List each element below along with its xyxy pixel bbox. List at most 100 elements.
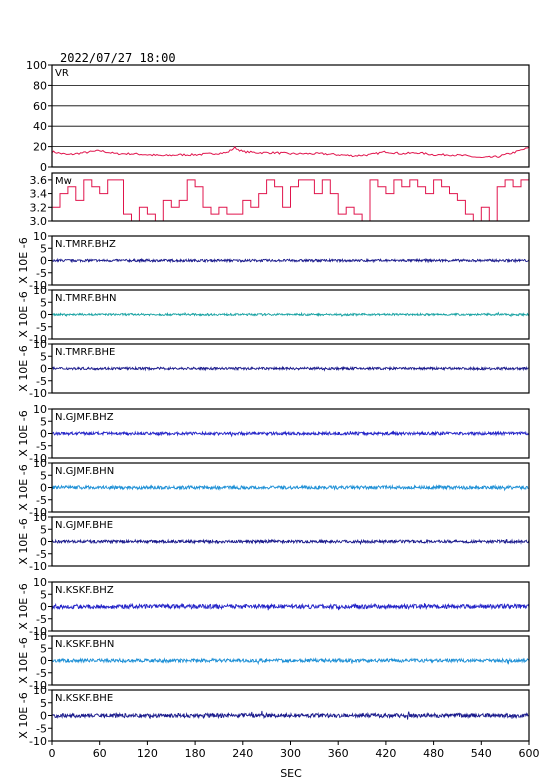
y-tick-label: 0 xyxy=(40,363,47,376)
series-line xyxy=(52,179,529,222)
y-tick-label: 0 xyxy=(40,428,47,441)
y-tick-label: 3.2 xyxy=(30,201,48,214)
y-tick-label: 5 xyxy=(40,242,47,255)
x-tick-label: 0 xyxy=(49,747,56,760)
y-tick-label: 0 xyxy=(40,161,47,174)
y-tick-label: 3.6 xyxy=(30,174,48,187)
y-tick-label: 5 xyxy=(40,697,47,710)
y-unit-label: X 10E -6 xyxy=(17,692,30,738)
series-line xyxy=(51,430,530,438)
series-line xyxy=(51,538,530,546)
x-axis: 0 60 120 180 240 300 360 420 480 540 600 xyxy=(49,741,540,760)
y-tick-label: -10 xyxy=(29,387,47,400)
series-line xyxy=(51,145,530,159)
panel-label: N.KSKF.BHE xyxy=(55,693,113,704)
x-tick-label: 360 xyxy=(328,747,349,760)
y-tick-label: -5 xyxy=(36,375,47,388)
y-unit-label: X 10E -6 xyxy=(17,410,30,456)
y-unit-label: X 10E -6 xyxy=(17,345,30,391)
y-tick-label: 5 xyxy=(40,588,47,601)
panel-label: N.GJMF.BHE xyxy=(55,520,113,531)
series-line xyxy=(51,602,530,611)
y-tick-label: -5 xyxy=(36,667,47,680)
y-tick-label: 0 xyxy=(40,536,47,549)
y-tick-label: 0 xyxy=(40,482,47,495)
panel-label: N.KSKF.BHZ xyxy=(55,585,114,596)
x-tick-label: 420 xyxy=(375,747,396,760)
panel-mw: 3.03.23.43.6 Mw xyxy=(30,172,530,228)
y-tick-label: -5 xyxy=(36,722,47,735)
panel-label: N.GJMF.BHN xyxy=(55,466,114,477)
y-unit-label: X 10E -6 xyxy=(17,464,30,510)
datetime-title: 2022/07/27 18:00 xyxy=(60,51,176,65)
y-unit-label: X 10E -6 xyxy=(17,637,30,683)
series-line xyxy=(51,484,530,492)
y-unit-label: X 10E -6 xyxy=(17,583,30,629)
x-tick-label: 300 xyxy=(280,747,301,760)
series-line xyxy=(51,257,530,264)
plot-frame xyxy=(51,64,530,168)
y-tick-label: 0 xyxy=(40,255,47,268)
x-axis-label: SEC xyxy=(280,767,302,780)
series-line xyxy=(51,657,530,666)
y-tick-label: -10 xyxy=(29,506,47,519)
panel-label: N.TMRF.BHE xyxy=(55,347,115,358)
y-tick-label: 10 xyxy=(33,457,47,470)
panel-label: N.TMRF.BHZ xyxy=(55,239,116,250)
y-tick-label: 10 xyxy=(33,576,47,589)
y-tick-label: 0 xyxy=(40,710,47,723)
y-tick-label: 5 xyxy=(40,523,47,536)
y-unit-label: X 10E -6 xyxy=(17,518,30,564)
y-tick-label: 10 xyxy=(33,403,47,416)
y-tick-label: 10 xyxy=(33,338,47,351)
y-tick-label: -10 xyxy=(29,279,47,292)
y-tick-label: 5 xyxy=(40,296,47,309)
y-tick-label: 10 xyxy=(33,630,47,643)
y-tick-label: 10 xyxy=(33,284,47,297)
y-tick-label: 10 xyxy=(33,684,47,697)
y-tick-label: 0 xyxy=(40,655,47,668)
y-tick-label: 10 xyxy=(33,511,47,524)
y-tick-label: -5 xyxy=(36,440,47,453)
y-tick-label: 3.0 xyxy=(30,215,48,228)
y-tick-label: 80 xyxy=(33,79,47,92)
panel-label: N.TMRF.BHN xyxy=(55,293,117,304)
y-unit-label: X 10E -6 xyxy=(17,237,30,283)
y-tick-label: -10 xyxy=(29,625,47,638)
y-tick-label: 5 xyxy=(40,415,47,428)
series-line xyxy=(51,365,530,372)
x-tick-label: 480 xyxy=(423,747,444,760)
y-tick-label: 0 xyxy=(40,309,47,322)
panel-label: Mw xyxy=(55,176,72,187)
series-line xyxy=(51,710,530,720)
y-tick-label: -10 xyxy=(29,333,47,346)
y-tick-label: 5 xyxy=(40,642,47,655)
panel-label: N.GJMF.BHZ xyxy=(55,412,114,423)
y-tick-label: 10 xyxy=(33,230,47,243)
y-tick-label: -10 xyxy=(29,560,47,573)
y-tick-label: 20 xyxy=(33,141,47,154)
plot-frame xyxy=(51,172,530,222)
y-tick-label: -10 xyxy=(29,679,47,692)
y-tick-label: -10 xyxy=(29,735,47,748)
x-tick-label: 600 xyxy=(519,747,540,760)
y-tick-label: 60 xyxy=(33,100,47,113)
y-tick-label: 0 xyxy=(40,601,47,614)
panel-label: N.KSKF.BHN xyxy=(55,639,114,650)
y-tick-label: 5 xyxy=(40,469,47,482)
x-tick-label: 60 xyxy=(93,747,107,760)
x-tick-label: 120 xyxy=(137,747,158,760)
x-tick-label: 240 xyxy=(232,747,253,760)
y-tick-label: -5 xyxy=(36,267,47,280)
y-tick-label: 3.4 xyxy=(30,188,48,201)
y-tick-label: -5 xyxy=(36,494,47,507)
y-tick-label: 5 xyxy=(40,350,47,363)
y-tick-label: -10 xyxy=(29,452,47,465)
